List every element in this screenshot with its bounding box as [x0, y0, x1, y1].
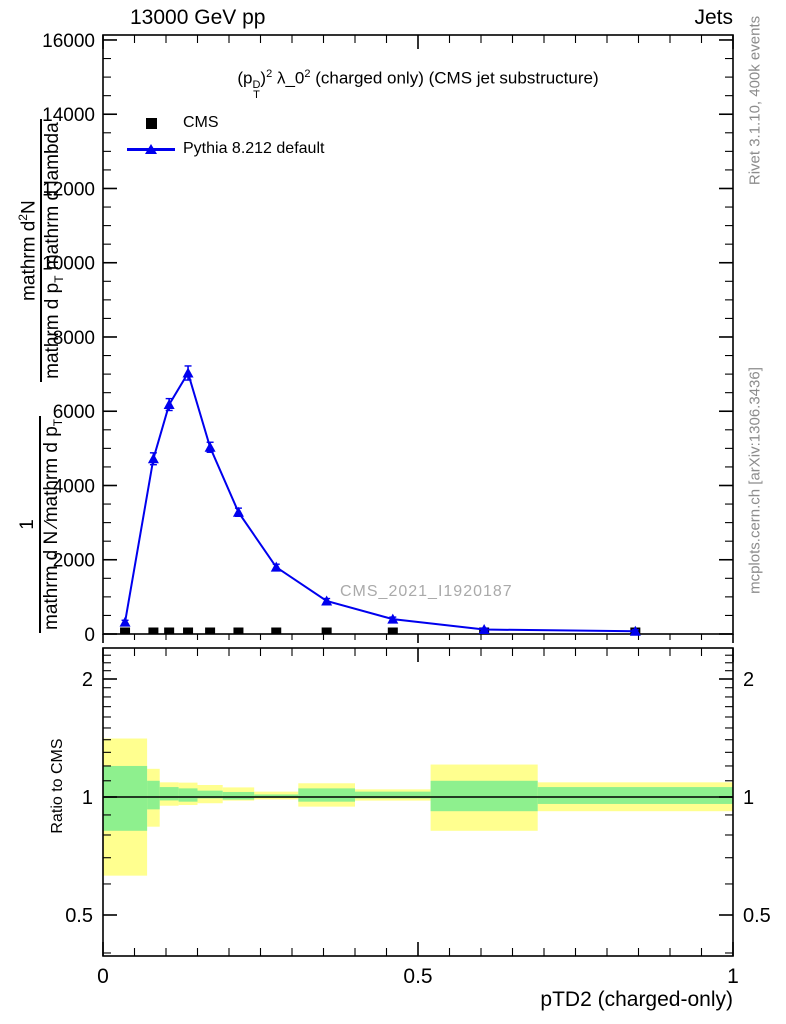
green-band-bin [298, 788, 355, 802]
main-y-axis-label: 1 mathrm d N ∕mathrm d pT mathrm d2N mat… [16, 33, 78, 633]
green-band-bin [222, 791, 255, 800]
legend: CMS Pythia 8.212 default [127, 110, 324, 162]
green-band-bin [178, 788, 198, 802]
green-band-bin [537, 787, 733, 804]
pythia-point-marker [321, 595, 333, 606]
green-band-bin [103, 765, 148, 831]
main-y-tick-label: 10000 [42, 254, 95, 275]
ylabel-fraction-2: mathrm d2N mathrm d pT mathrm d lambda [16, 119, 66, 382]
pythia-point-marker [204, 441, 216, 452]
pythia-point-marker [478, 624, 490, 635]
legend-label-pythia: Pythia 8.212 default [183, 140, 325, 157]
ratio-y-tick-label-right: 1 [743, 787, 754, 809]
main-y-tick-label: 4000 [53, 476, 95, 497]
mcplots-credit-label: mcplots.cern.ch [arXiv:1306.3436] [746, 367, 764, 594]
pythia-point-marker [163, 399, 175, 410]
main-y-tick-label: 14000 [42, 105, 95, 126]
green-band-bin [147, 780, 160, 810]
cms-point-marker [321, 627, 332, 634]
x-tick-label: 1 [727, 965, 739, 988]
ratio-y-tick-label-left: 0.5 [65, 905, 93, 927]
ylabel-fraction-1: 1 mathrm d N ∕mathrm d pT [17, 415, 65, 633]
ratio-y-tick-label-right: 0.5 [743, 905, 771, 927]
x-tick-label: 0.5 [403, 965, 432, 988]
cms-point-marker [120, 627, 131, 634]
ratio-y-axis-label: Ratio to CMS [49, 738, 66, 834]
plot-title: (p D T)2 λ_02 (charged only) (CMS jet subs… [237, 68, 599, 101]
green-band-bin [430, 780, 538, 812]
main-y-tick-label: 6000 [53, 402, 95, 423]
ratio-uncertainty-bands [103, 738, 733, 876]
cms-point-marker [164, 627, 175, 634]
main-y-tick-label: 2000 [53, 551, 95, 572]
green-band-bin [355, 791, 431, 799]
legend-item-cms: CMS [127, 110, 324, 136]
cms-point-marker [387, 627, 398, 634]
legend-item-pythia: Pythia 8.212 default [127, 136, 324, 162]
pythia-point-marker [119, 616, 131, 627]
pythia-point-marker [147, 453, 159, 464]
main-y-tick-label: 16000 [42, 31, 95, 52]
main-y-tick-label: 0 [84, 625, 95, 646]
green-band-bin [159, 787, 179, 801]
analysis-id-watermark: CMS_2021_I1920187 [340, 583, 513, 600]
legend-label-cms: CMS [183, 114, 219, 131]
analysis-type-label: Jets [694, 6, 733, 29]
cms-point-marker [271, 627, 282, 634]
x-axis-label: pTD2 (charged-only) [540, 988, 733, 1011]
cms-point-marker [148, 627, 159, 634]
cms-point-marker [205, 627, 216, 634]
pythia-point-marker [232, 506, 244, 517]
pythia-point-marker [270, 561, 282, 572]
tick-labels: 0 2000 4000 6000 8000 10000 12000 14000 16000 0 0.… [42, 31, 771, 988]
axis-ticks [102, 35, 734, 956]
cms-point-marker [183, 627, 194, 634]
cms-point-marker [233, 627, 244, 634]
ratio-y-tick-label-right: 2 [743, 669, 754, 691]
main-y-tick-label: 12000 [42, 179, 95, 200]
pythia-point-marker [182, 367, 194, 378]
x-tick-label: 0 [97, 965, 109, 988]
pythia-curve [119, 365, 641, 636]
rivet-version-label: Rivet 3.1.10, 400k events [746, 15, 764, 186]
cms-square-icon [145, 117, 157, 129]
pythia-triangle-icon [145, 144, 157, 154]
ratio-y-tick-label-left: 2 [82, 669, 93, 691]
green-band-bin [254, 794, 299, 798]
main-y-tick-label: 8000 [53, 328, 95, 349]
ratio-y-tick-label-left: 1 [82, 787, 93, 809]
pythia-point-marker [629, 625, 641, 636]
panel-frames [102, 34, 734, 957]
pythia-point-marker [387, 613, 399, 624]
beam-energy-label: 13000 GeV pp [130, 6, 266, 29]
green-band-bin [197, 790, 223, 799]
